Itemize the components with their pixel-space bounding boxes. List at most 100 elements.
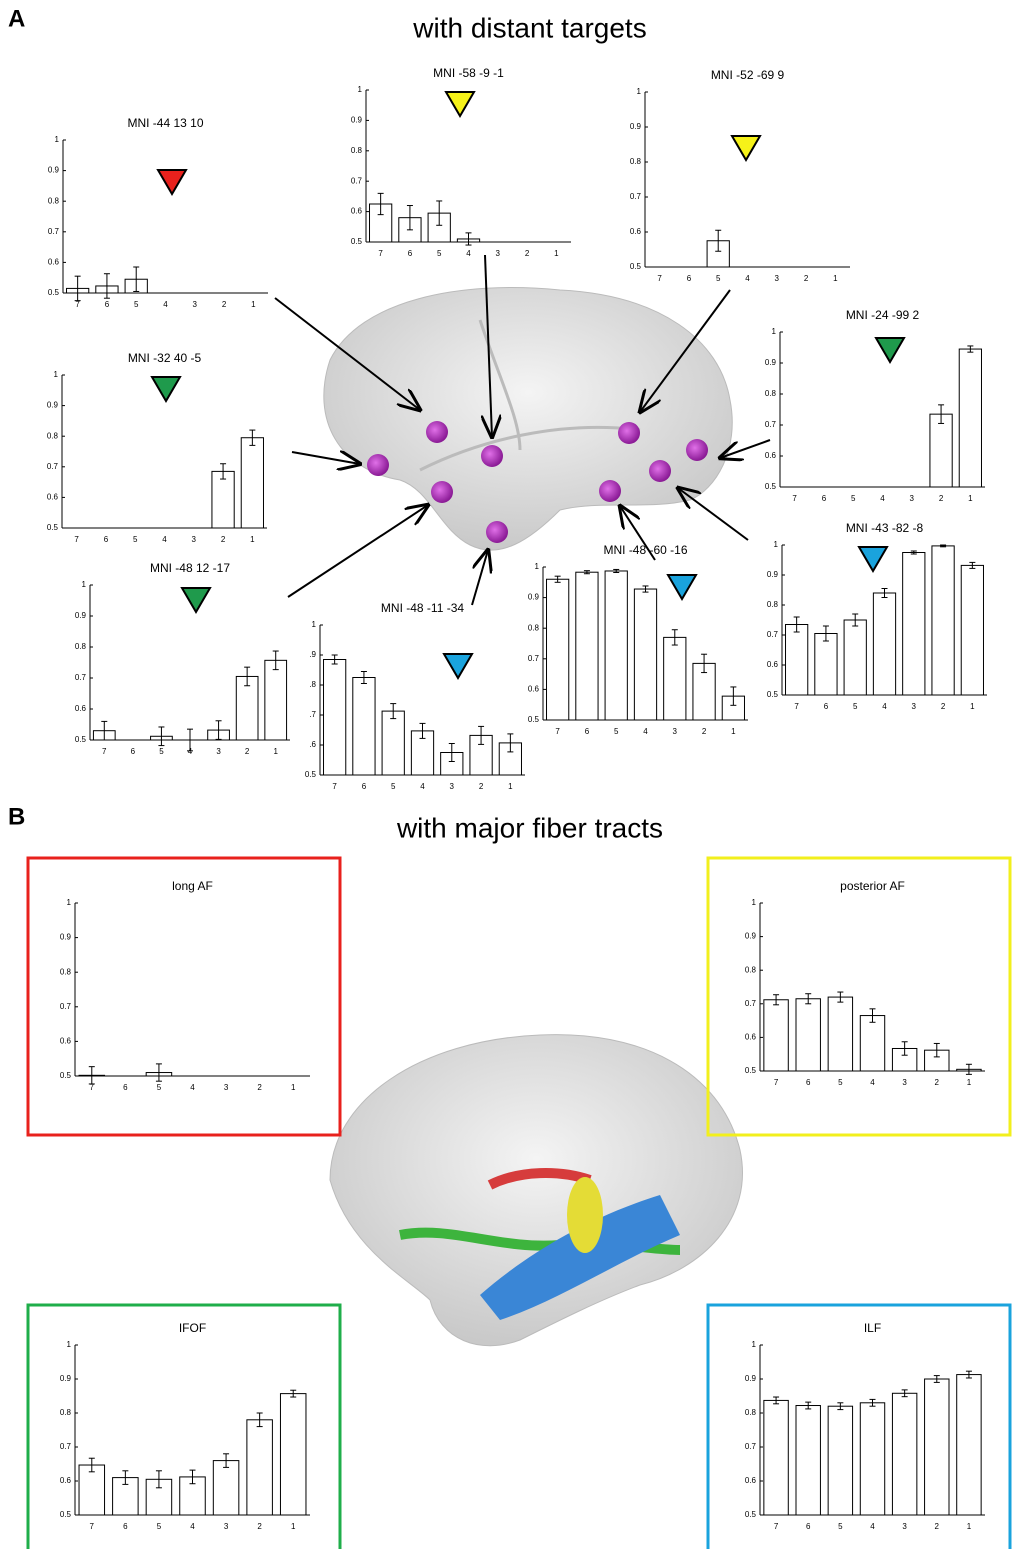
bar (78, 1464, 106, 1516)
y-tick-label: 0.9 (745, 932, 757, 941)
y-tick-label: 0.6 (75, 704, 87, 713)
y-tick-label: 1 (54, 370, 59, 379)
bar (575, 571, 599, 721)
y-tick-label: 0.6 (745, 1033, 757, 1042)
x-tick-label: 7 (794, 702, 799, 711)
chart-title: MNI -48 12 -17 (150, 561, 230, 575)
x-tick-label: 5 (851, 494, 856, 503)
x-tick-label: 7 (332, 782, 337, 791)
bar (381, 710, 405, 776)
y-tick-label: 1 (67, 1340, 72, 1349)
y-tick-label: 0.8 (48, 196, 60, 205)
chart-title: IFOF (179, 1321, 206, 1335)
x-tick-label: 3 (910, 494, 915, 503)
brain-a (274, 254, 771, 606)
x-tick-label: 5 (838, 1522, 843, 1531)
bar (323, 659, 347, 776)
bar (279, 1393, 307, 1516)
marker (444, 91, 476, 118)
x-tick-label: 1 (508, 782, 513, 791)
bar (827, 996, 854, 1072)
y-tick-label: 0.7 (745, 999, 757, 1008)
x-tick-label: 4 (466, 249, 471, 258)
chart-title: MNI -32 40 -5 (128, 351, 202, 365)
y-tick-label: 0.5 (528, 715, 540, 724)
x-tick-label: 5 (437, 249, 442, 258)
y-tick-label: 0.7 (630, 192, 642, 201)
x-tick-label: 6 (806, 1078, 811, 1087)
x-tick-label: 3 (902, 1078, 907, 1087)
x-tick-label: 6 (123, 1522, 128, 1531)
chart-title: MNI -58 -9 -1 (433, 66, 504, 80)
y-tick-label: 1 (55, 135, 60, 144)
y-tick-label: 1 (774, 540, 779, 549)
x-tick-label: 6 (585, 727, 590, 736)
y-tick-label: 0.5 (630, 262, 642, 271)
bar (891, 1392, 918, 1516)
panel-title: with distant targets (412, 12, 646, 43)
x-tick-label: 1 (970, 702, 975, 711)
marker (666, 574, 698, 601)
y-tick-label: 0.7 (60, 1442, 72, 1451)
bar (240, 437, 264, 529)
y-tick-label: 0.5 (47, 523, 59, 532)
y-tick-label: 0.9 (767, 570, 779, 579)
y-tick-label: 0.5 (75, 735, 87, 744)
y-tick-label: 0.6 (48, 258, 60, 267)
x-tick-label: 3 (224, 1083, 229, 1092)
x-tick-label: 6 (687, 274, 692, 283)
y-tick-label: 0.6 (767, 660, 779, 669)
y-tick-label: 0.7 (528, 654, 540, 663)
x-tick-label: 1 (833, 274, 838, 283)
y-tick-label: 0.9 (630, 122, 642, 131)
x-tick-label: 1 (291, 1522, 296, 1531)
marker (857, 546, 889, 573)
y-tick-label: 0.8 (765, 389, 777, 398)
frame (706, 1303, 1012, 1549)
y-tick-label: 0.8 (767, 600, 779, 609)
x-tick-label: 7 (378, 249, 383, 258)
chart-title: long AF (172, 879, 213, 893)
x-tick-label: 4 (870, 1522, 875, 1531)
x-tick-label: 3 (673, 727, 678, 736)
bar (633, 588, 658, 721)
x-tick-label: 3 (192, 535, 197, 544)
bar (859, 1015, 886, 1072)
chart-title: MNI -48 -60 -16 (603, 543, 687, 557)
bar (785, 624, 809, 696)
marker (442, 653, 474, 680)
frame (26, 856, 342, 1137)
y-tick-label: 0.7 (767, 630, 779, 639)
x-tick-label: 6 (123, 1083, 128, 1092)
y-tick-label: 0.9 (47, 401, 59, 410)
bar (211, 470, 235, 529)
x-tick-label: 3 (450, 782, 455, 791)
x-tick-label: 4 (643, 727, 648, 736)
x-tick-label: 4 (190, 1083, 195, 1092)
x-tick-label: 6 (131, 747, 136, 756)
x-tick-label: 7 (774, 1522, 779, 1531)
x-tick-label: 4 (880, 494, 885, 503)
x-tick-label: 7 (555, 727, 560, 736)
x-tick-label: 7 (90, 1083, 95, 1092)
y-tick-label: 0.8 (60, 967, 72, 976)
marker (150, 376, 182, 403)
y-tick-label: .8 (309, 680, 316, 689)
x-tick-label: 3 (193, 300, 198, 309)
bar (264, 659, 288, 741)
x-tick-label: 2 (939, 494, 944, 503)
y-tick-label: 0.8 (528, 623, 540, 632)
x-tick-label: 1 (967, 1522, 972, 1531)
chart-title: posterior AF (840, 879, 905, 893)
x-tick-label: 7 (75, 300, 80, 309)
x-tick-label: 5 (157, 1522, 162, 1531)
x-tick-label: 6 (105, 300, 110, 309)
y-tick-label: 0.8 (630, 157, 642, 166)
x-tick-label: 4 (745, 274, 750, 283)
bar (795, 1405, 821, 1516)
x-tick-label: 2 (257, 1522, 262, 1531)
y-tick-label: 0.6 (60, 1037, 72, 1046)
bar (872, 592, 897, 696)
bar (546, 578, 570, 721)
bar (246, 1419, 273, 1516)
